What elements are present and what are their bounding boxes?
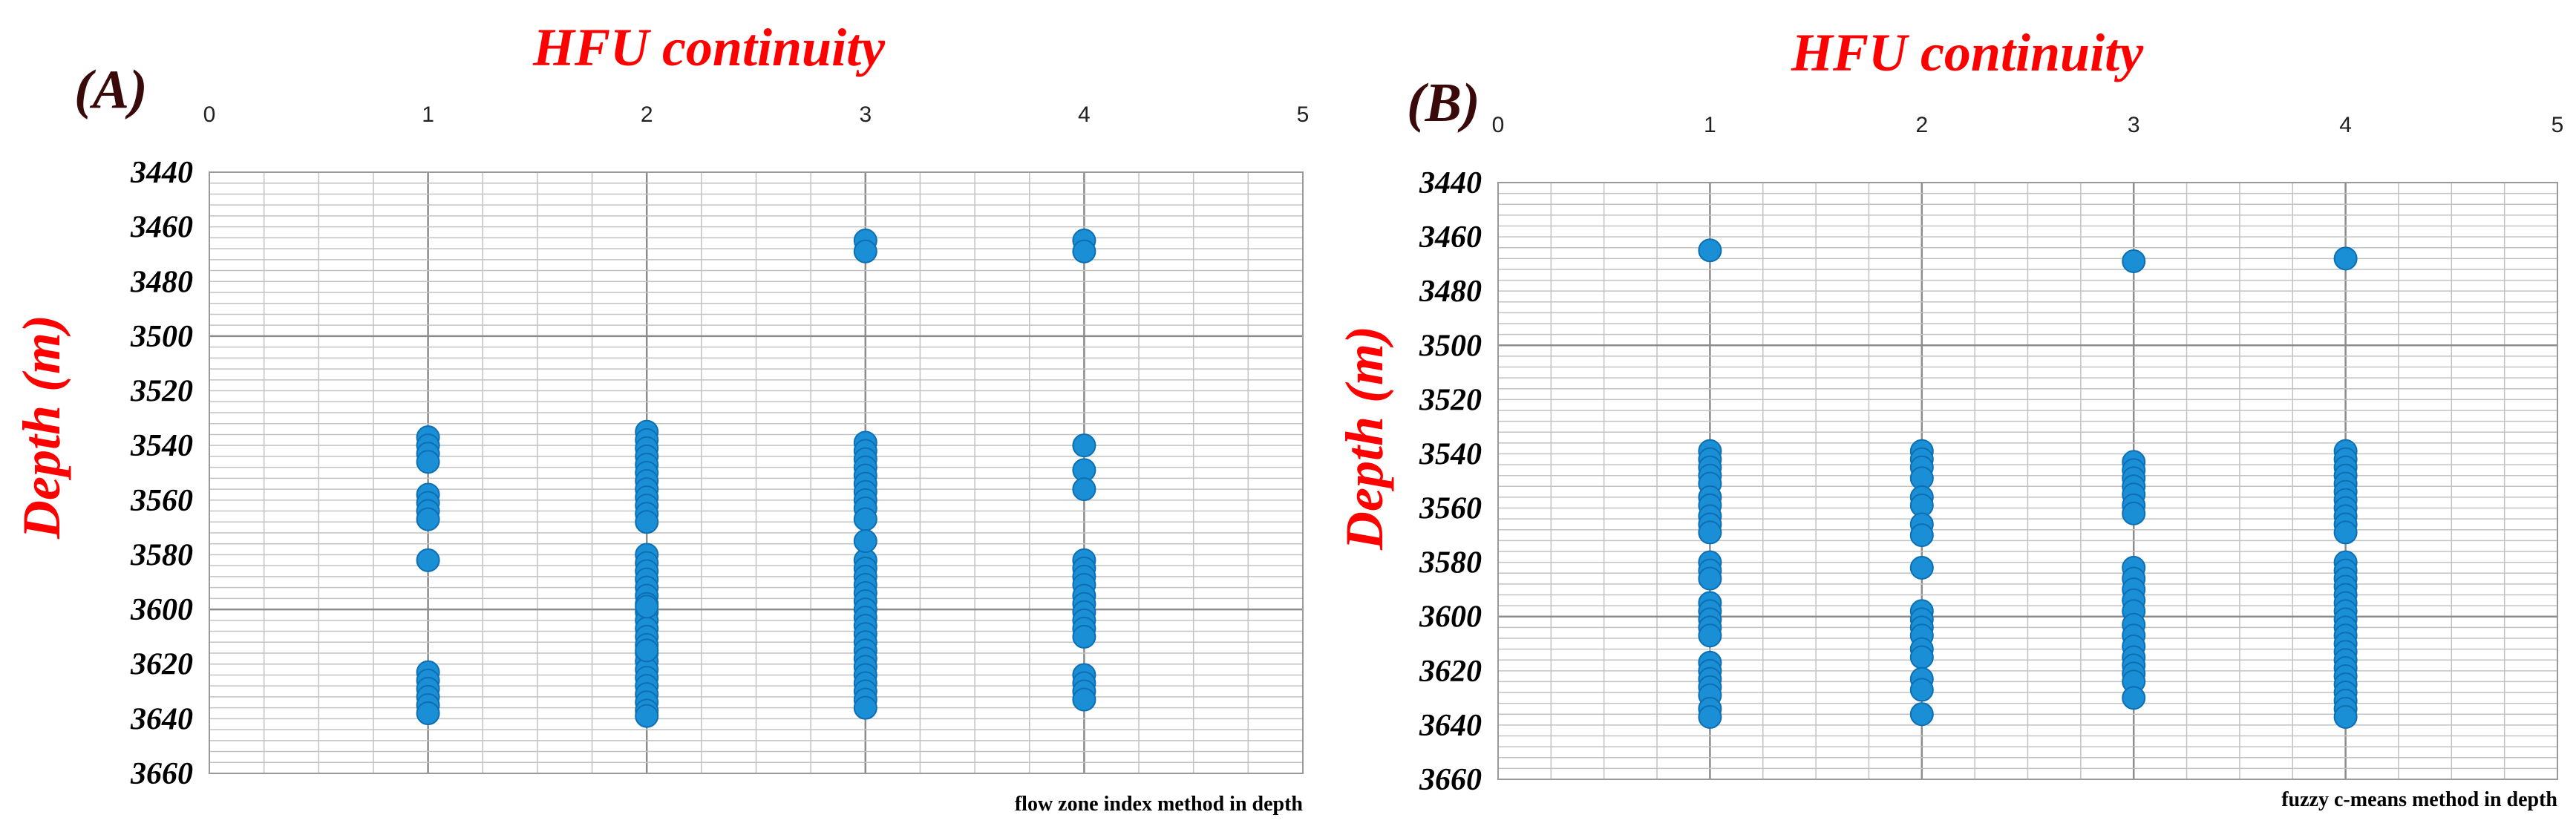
grid-a <box>209 171 1304 774</box>
data-point-a-hfu4 <box>1072 477 1096 502</box>
data-point-b-hfu3 <box>2122 501 2146 525</box>
data-point-b-hfu2 <box>1909 523 1934 548</box>
x-tick-label-a: 3 <box>859 102 872 127</box>
y-tick-label-b: 3440 <box>1419 166 1482 200</box>
chart-title-b: HFU continuity <box>1791 23 2144 82</box>
data-point-a-hfu4 <box>1072 687 1096 712</box>
data-point-b-hfu1 <box>1698 520 1722 545</box>
data-point-b-hfu1 <box>1698 704 1722 729</box>
y-tick-label-a: 3440 <box>130 156 193 190</box>
data-point-a-hfu2 <box>635 638 659 663</box>
x-tick-label-b: 2 <box>1915 113 1928 137</box>
data-point-a-hfu1 <box>416 701 440 725</box>
y-axis-title-b: Depth (m) <box>1335 326 1394 551</box>
y-tick-label-b: 3660 <box>1419 763 1482 797</box>
x-tick-label-b: 0 <box>1492 113 1505 137</box>
caption-a: flow zone index method in depth <box>1015 793 1304 816</box>
data-point-b-hfu4 <box>2333 704 2358 729</box>
y-tick-label-a: 3580 <box>130 538 193 572</box>
data-point-a-hfu1 <box>416 548 440 572</box>
x-tick-label-a: 5 <box>1297 102 1310 127</box>
y-tick-label-b: 3580 <box>1419 546 1482 580</box>
x-tick-label-a: 2 <box>641 102 653 127</box>
y-tick-label-b: 3560 <box>1419 492 1482 526</box>
y-tick-label-b: 3620 <box>1419 655 1482 689</box>
data-point-b-hfu3 <box>2122 249 2146 273</box>
panel-label-b: (B) <box>1407 73 1480 134</box>
panel-b: HFU continuity (B) Depth (m) fuzzy c-mea… <box>1335 23 2563 811</box>
data-point-a-hfu3 <box>853 529 877 554</box>
x-tick-label-a: 1 <box>422 102 434 127</box>
data-point-a-hfu3 <box>853 507 877 531</box>
x-ticks-a: 0 1 2 3 4 5 <box>203 102 1310 127</box>
grid-b <box>1497 182 2558 780</box>
panel-label-a: (A) <box>74 59 148 120</box>
data-point-a-hfu2 <box>635 704 659 728</box>
data-point-b-hfu2 <box>1909 645 1934 669</box>
data-point-a-hfu4 <box>1072 239 1096 263</box>
y-tick-label-b: 3540 <box>1419 437 1482 471</box>
y-ticks-b: 3440 3460 3480 3500 3520 3540 3560 3580 3600 3620… <box>1419 166 1482 797</box>
x-tick-label-b: 4 <box>2339 113 2352 137</box>
caption-b: fuzzy c-means method in depth <box>2281 788 2557 811</box>
y-ticks-a: 3440 3460 3480 3500 3520 3540 3560 3580 3600 3620… <box>130 156 193 791</box>
data-point-b-hfu2 <box>1909 702 1934 727</box>
data-point-a-hfu3 <box>853 239 877 263</box>
points-a <box>416 229 1096 728</box>
data-point-a-hfu2 <box>635 510 659 534</box>
data-point-b-hfu2 <box>1909 678 1934 702</box>
data-point-b-hfu1 <box>1698 238 1722 263</box>
data-point-a-hfu4 <box>1072 433 1096 458</box>
data-point-a-hfu4 <box>1072 624 1096 649</box>
y-tick-label-b: 3500 <box>1419 329 1482 363</box>
y-tick-label-a: 3600 <box>130 593 193 627</box>
y-tick-label-a: 3520 <box>130 375 193 409</box>
y-tick-label-a: 3640 <box>130 702 193 736</box>
data-point-b-hfu1 <box>1698 623 1722 648</box>
x-tick-label-a: 4 <box>1078 102 1091 127</box>
panel-a: HFU continuity (A) Depth (m) flow zone i… <box>12 18 1309 816</box>
y-tick-label-a: 3660 <box>130 757 193 791</box>
data-point-a-hfu3 <box>853 695 877 720</box>
chart-title-a: HFU continuity <box>532 18 886 77</box>
y-tick-label-a: 3620 <box>130 648 193 682</box>
data-point-b-hfu2 <box>1909 555 1934 580</box>
data-point-b-hfu1 <box>1698 566 1722 591</box>
y-tick-label-a: 3480 <box>130 265 193 299</box>
data-point-a-hfu1 <box>416 450 440 474</box>
data-point-a-hfu1 <box>416 507 440 531</box>
y-tick-label-b: 3600 <box>1419 600 1482 635</box>
x-tick-label-b: 3 <box>2128 113 2140 137</box>
y-tick-label-b: 3640 <box>1419 709 1482 743</box>
x-tick-label-b: 1 <box>1704 113 1716 137</box>
data-point-b-hfu4 <box>2333 520 2358 545</box>
y-tick-label-a: 3540 <box>130 429 193 463</box>
x-tick-label-b: 5 <box>2552 113 2564 137</box>
y-tick-label-a: 3460 <box>130 211 193 245</box>
data-point-b-hfu4 <box>2333 246 2358 271</box>
plot-frame-a <box>209 171 1304 774</box>
y-axis-title-a: Depth (m) <box>12 315 71 540</box>
y-tick-label-b: 3520 <box>1419 383 1482 417</box>
y-tick-label-b: 3480 <box>1419 275 1482 309</box>
y-tick-label-a: 3500 <box>130 320 193 354</box>
y-tick-label-a: 3560 <box>130 484 193 518</box>
x-tick-label-a: 0 <box>203 102 216 127</box>
points-b <box>1698 238 2358 729</box>
x-ticks-b: 0 1 2 3 4 5 <box>1492 113 2564 137</box>
data-point-b-hfu3 <box>2122 686 2146 710</box>
y-tick-label-b: 3460 <box>1419 220 1482 255</box>
plot-frame-b <box>1497 182 2558 780</box>
data-point-a-hfu2 <box>635 594 659 619</box>
